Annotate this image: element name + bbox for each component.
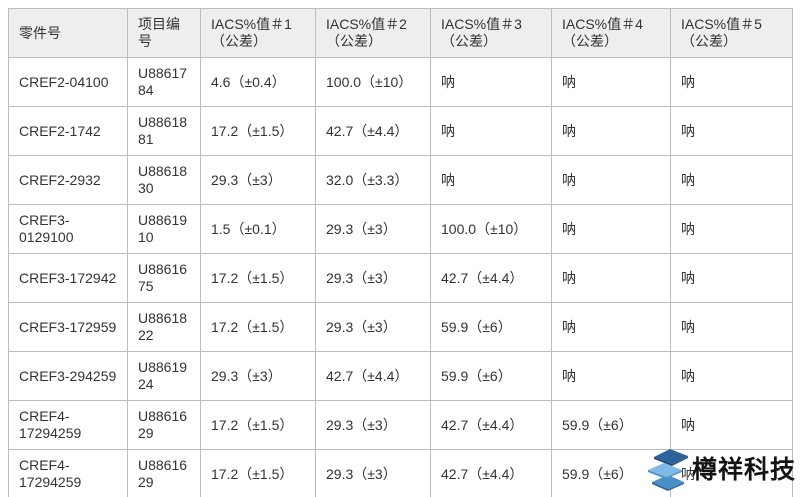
table-cell: 17.2（±1.5） — [200, 253, 316, 303]
table-cell: 42.7（±4.4） — [315, 106, 431, 156]
table-cell: 29.3（±3） — [200, 351, 316, 401]
table-cell: CREF4-17294259 — [8, 400, 128, 450]
table-cell: 17.2（±1.5） — [200, 449, 316, 497]
table-cell: 29.3（±3） — [315, 302, 431, 352]
table-cell: U8861675 — [127, 253, 201, 303]
table-cell: 呐 — [551, 155, 671, 205]
table-cell: 呐 — [670, 400, 793, 450]
table-row: CREF4-17294259 U8861629 17.2（±1.5） 29.3（±3）… — [8, 449, 793, 497]
column-header: IACS%值＃2（公差） — [315, 8, 431, 58]
table-cell: 29.3（±3） — [315, 253, 431, 303]
table-cell: U8861822 — [127, 302, 201, 352]
table-cell: 1.5（±0.1） — [200, 204, 316, 254]
table-cell: 42.7（±4.4） — [430, 449, 552, 497]
table-cell: CREF2-2932 — [8, 155, 128, 205]
table-row: CREF3-0129100 U8861910 1.5（±0.1） 29.3（±3） 10… — [8, 204, 793, 254]
table-cell: 42.7（±4.4） — [315, 351, 431, 401]
table-cell: 呐 — [551, 57, 671, 107]
table-cell: U8861910 — [127, 204, 201, 254]
table-cell: U8861629 — [127, 449, 201, 497]
table-row: CREF3-172942 U8861675 17.2（±1.5） 29.3（±3） 42… — [8, 253, 793, 303]
column-header: 项目编号 — [127, 8, 201, 58]
table-cell: 呐 — [670, 449, 793, 497]
column-header: 零件号 — [8, 8, 128, 58]
table-cell: 呐 — [430, 155, 552, 205]
table-cell: 42.7（±4.4） — [430, 400, 552, 450]
table-row: CREF2-04100 U8861784 4.6（±0.4） 100.0（±10）呐呐… — [8, 57, 793, 107]
table-cell: U8861629 — [127, 400, 201, 450]
table-cell: 呐 — [670, 106, 793, 156]
table-cell: 29.3（±3） — [200, 155, 316, 205]
column-header: IACS%值＃3（公差） — [430, 8, 552, 58]
table-header-row: 零件号 项目编号 IACS%值＃1（公差） IACS%值＃2（公差） IACS%值＃3（… — [8, 8, 793, 58]
table-cell: U8861924 — [127, 351, 201, 401]
table-row: CREF3-294259 U8861924 29.3（±3） 42.7（±4.4） 59… — [8, 351, 793, 401]
table-cell: CREF3-0129100 — [8, 204, 128, 254]
table-cell: 呐 — [551, 106, 671, 156]
table-cell: 59.9（±6） — [430, 302, 552, 352]
table-cell: CREF2-1742 — [8, 106, 128, 156]
table-cell: U8861784 — [127, 57, 201, 107]
table-cell: 呐 — [430, 57, 552, 107]
table-row: CREF4-17294259 U8861629 17.2（±1.5） 29.3（±3）… — [8, 400, 793, 450]
table-cell: 4.6（±0.4） — [200, 57, 316, 107]
table-cell: 29.3（±3） — [315, 449, 431, 497]
table-cell: U8861881 — [127, 106, 201, 156]
iacs-values-table: 零件号 项目编号 IACS%值＃1（公差） IACS%值＃2（公差） IACS%值＃3（… — [8, 8, 793, 497]
column-header: IACS%值＃1（公差） — [200, 8, 316, 58]
column-header: IACS%值＃5（公差） — [670, 8, 793, 58]
table-cell: 呐 — [551, 302, 671, 352]
table-cell: 59.9（±6） — [551, 400, 671, 450]
column-header: IACS%值＃4（公差） — [551, 8, 671, 58]
table-cell: 100.0（±10） — [430, 204, 552, 254]
table-cell: CREF2-04100 — [8, 57, 128, 107]
table-cell: 17.2（±1.5） — [200, 106, 316, 156]
iacs-values-table-container: 零件号 项目编号 IACS%值＃1（公差） IACS%值＃2（公差） IACS%值＃3（… — [8, 8, 793, 497]
table-row: CREF3-172959 U8861822 17.2（±1.5） 29.3（±3） 59… — [8, 302, 793, 352]
table-cell: 呐 — [551, 351, 671, 401]
table-row: CREF2-2932 U8861830 29.3（±3） 32.0（±3.3）呐呐呐 — [8, 155, 793, 205]
table-cell: CREF3-172942 — [8, 253, 128, 303]
table-cell: CREF4-17294259 — [8, 449, 128, 497]
table-cell: 17.2（±1.5） — [200, 400, 316, 450]
table-row: CREF2-1742 U8861881 17.2（±1.5） 42.7（±4.4）呐呐… — [8, 106, 793, 156]
table-cell: 呐 — [430, 106, 552, 156]
table-cell: 42.7（±4.4） — [430, 253, 552, 303]
table-cell: 呐 — [670, 204, 793, 254]
table-cell: 29.3（±3） — [315, 204, 431, 254]
table-cell: 32.0（±3.3） — [315, 155, 431, 205]
table-cell: 呐 — [670, 57, 793, 107]
table-cell: U8861830 — [127, 155, 201, 205]
table-cell: 呐 — [670, 253, 793, 303]
table-cell: 29.3（±3） — [315, 400, 431, 450]
table-cell: 呐 — [551, 204, 671, 254]
table-cell: 呐 — [670, 302, 793, 352]
table-cell: 呐 — [551, 253, 671, 303]
table-cell: 呐 — [670, 351, 793, 401]
table-cell: CREF3-294259 — [8, 351, 128, 401]
table-cell: 59.9（±6） — [430, 351, 552, 401]
table-cell: CREF3-172959 — [8, 302, 128, 352]
table-cell: 17.2（±1.5） — [200, 302, 316, 352]
table-cell: 100.0（±10） — [315, 57, 431, 107]
table-cell: 呐 — [670, 155, 793, 205]
table-cell: 59.9（±6） — [551, 449, 671, 497]
